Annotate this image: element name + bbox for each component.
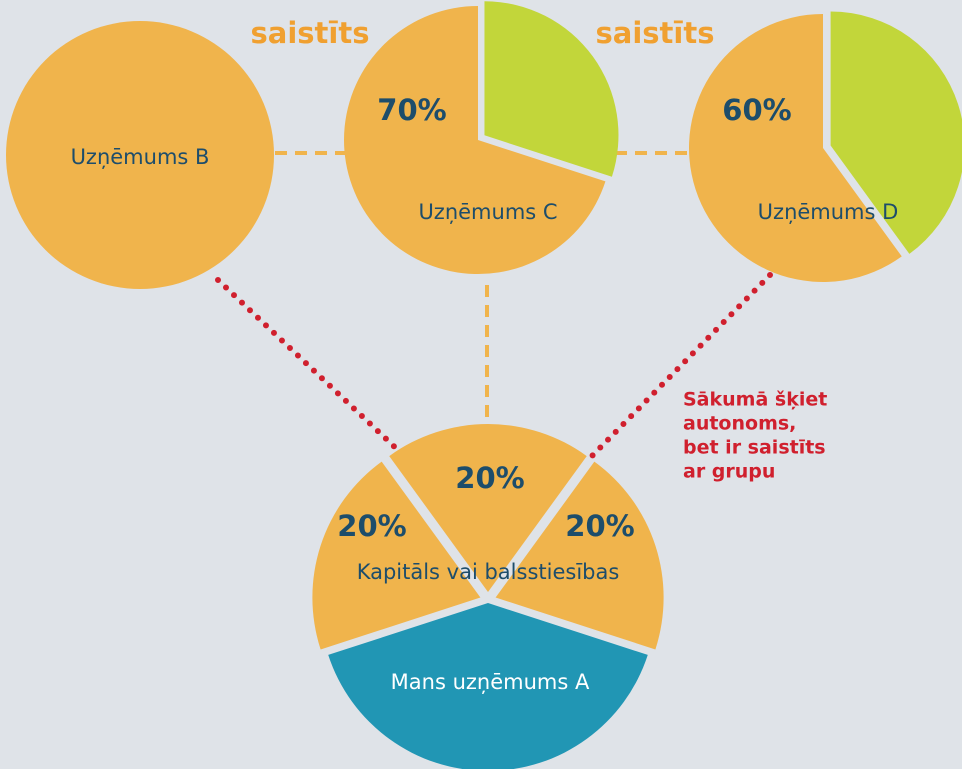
wedge-d-orange xyxy=(688,14,902,282)
link-d-a xyxy=(587,272,773,461)
wedges xyxy=(312,1,962,769)
company-d: Uzņēmums D xyxy=(758,200,899,224)
wedge-c-green xyxy=(484,1,619,177)
note-line: Sākumā šķiet xyxy=(683,389,827,411)
share-a-left: 20% xyxy=(337,509,406,543)
wedge-a-right xyxy=(495,461,664,650)
note-line: bet ir saistīts xyxy=(683,437,826,459)
dotted-links xyxy=(215,272,773,461)
note-line: autonoms, xyxy=(683,413,796,435)
center-label: Kapitāls vai balsstiesības xyxy=(357,560,620,584)
note-line: ar grupu xyxy=(683,461,775,483)
linked-label: saistīts xyxy=(251,16,370,50)
share-c: 70% xyxy=(377,93,446,127)
linked-label: saistīts xyxy=(596,16,715,50)
wedge-a-left xyxy=(312,461,481,650)
wedge-a-top xyxy=(389,424,587,592)
wedge-a-bottom xyxy=(328,603,648,769)
company-b: Uzņēmums B xyxy=(71,145,210,169)
dashed-links xyxy=(275,151,692,425)
share-d: 60% xyxy=(722,93,791,127)
company-a: Mans uzņēmums A xyxy=(391,670,590,694)
share-a-right: 20% xyxy=(565,509,634,543)
wedge-d-green xyxy=(830,11,962,254)
share-a-top: 20% xyxy=(455,461,524,495)
wedge-c-orange xyxy=(344,5,606,274)
circle-b xyxy=(6,21,274,289)
link-b-a xyxy=(215,277,403,455)
company-c: Uzņēmums C xyxy=(418,200,557,224)
